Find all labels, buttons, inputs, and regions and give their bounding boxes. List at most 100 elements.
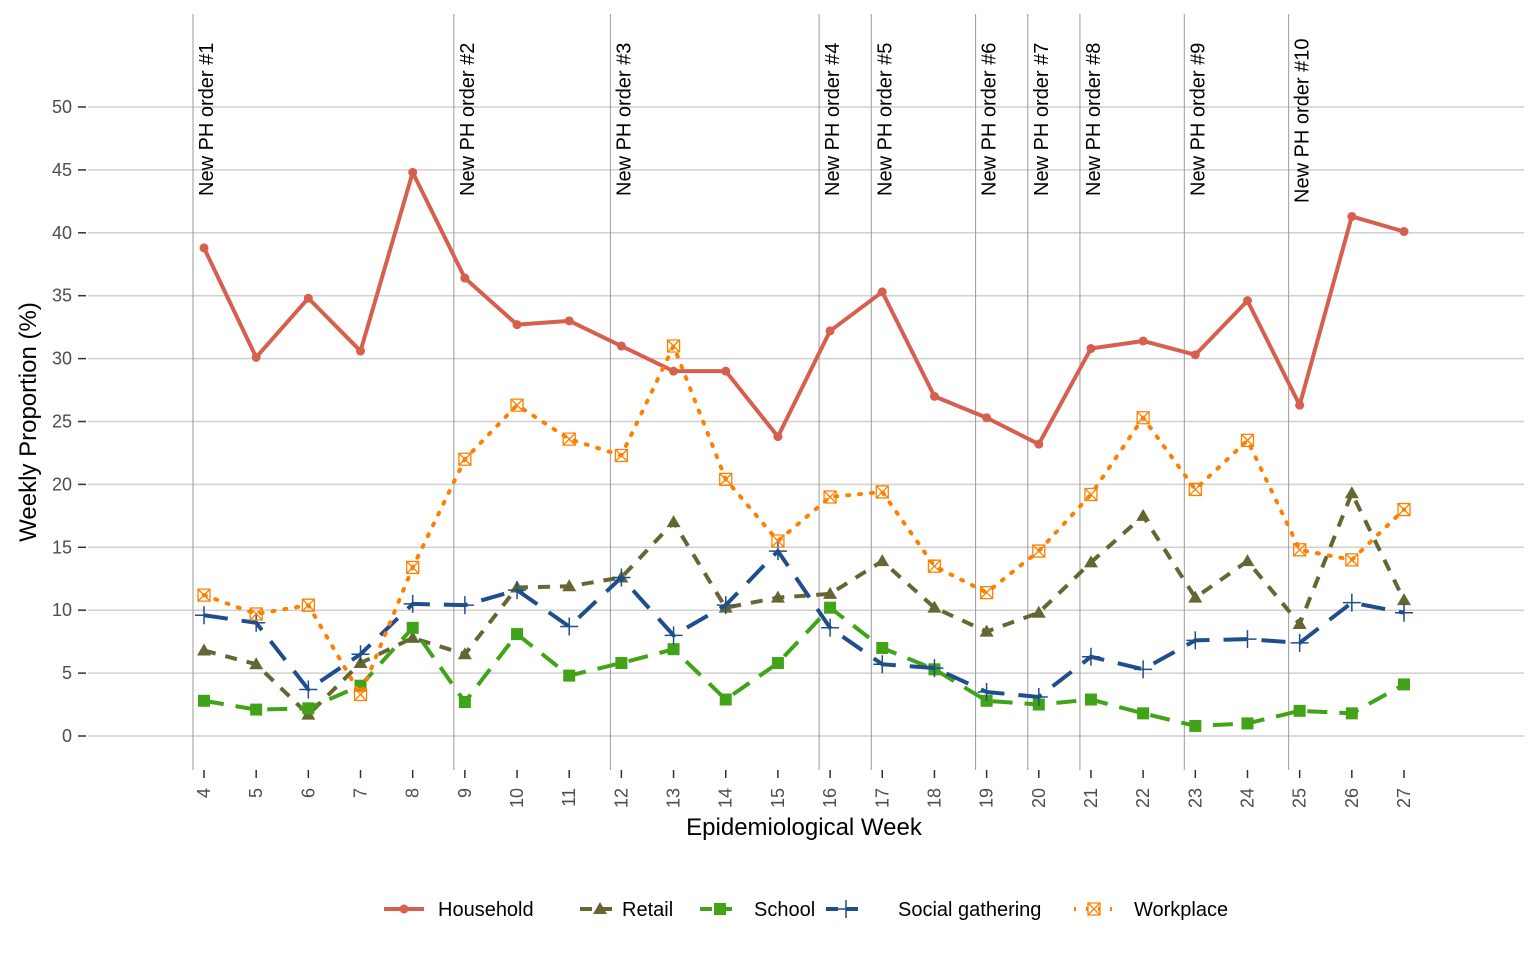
data-point-household [773,432,783,442]
data-point-social-gathering [664,626,683,645]
y-tick-label: 40 [52,223,72,243]
data-point-social-gathering [403,594,422,613]
data-point-school [1189,719,1202,732]
x-tick-label: 6 [298,788,318,798]
data-point-workplace [1136,411,1150,425]
series-school [198,601,1410,732]
ph-order-label: New PH order #4 [822,43,844,196]
data-point-workplace [719,472,733,487]
data-point-school [876,641,889,654]
legend-key-marker-workplace [1087,902,1101,916]
series-household [199,167,1409,449]
data-point-workplace [301,598,315,612]
data-point-retail [562,579,577,592]
y-tick-label: 15 [52,537,72,557]
data-point-retail [1188,590,1203,603]
data-point-household [408,167,418,177]
data-point-workplace [614,448,629,463]
ph-order-label: New PH order #6 [979,43,1001,196]
legend-label-household: Household [438,899,534,921]
data-point-school [1137,707,1150,720]
legend-label-social-gathering: Social gathering [898,899,1041,921]
x-tick-label: 16 [820,788,840,808]
series-line-retail [203,491,1406,717]
data-point-school [1084,693,1097,706]
data-point-workplace [1188,482,1202,497]
data-point-household [356,346,366,356]
x-tick-label: 9 [455,788,475,798]
legend-label-workplace: Workplace [1134,899,1228,921]
data-point-workplace [249,607,263,621]
data-point-social-gathering [455,596,474,615]
data-point-social-gathering [716,596,735,615]
x-axis-title: Epidemiological Week [686,814,923,841]
data-point-workplace [666,339,681,353]
data-point-household [199,243,209,253]
data-point-retail [875,554,890,567]
data-point-school [1241,717,1254,730]
data-point-household [721,366,731,376]
ph-order-label: New PH order #8 [1083,43,1105,196]
data-point-social-gathering [299,680,318,699]
data-point-household [1086,344,1096,354]
series-workplace [197,339,1411,702]
x-tick-label: 10 [507,788,527,808]
x-tick-label: 24 [1237,788,1257,808]
x-tick-label: 15 [768,788,788,808]
data-point-retail [823,586,838,599]
data-point-retail [1136,508,1151,521]
series-group [195,167,1413,732]
ph-order-label: New PH order #7 [1031,43,1053,196]
series-line-workplace [202,344,1406,697]
x-tick-label: 25 [1290,788,1310,808]
data-point-retail [457,647,472,660]
series-line-household [202,170,1405,447]
data-point-retail [979,624,994,637]
grid-lines [88,106,1524,737]
data-point-household [251,352,261,362]
data-point-school [1293,704,1306,717]
ph-order-label: New PH order #1 [196,43,218,196]
data-point-retail [249,657,264,670]
data-point-social-gathering [1186,631,1205,650]
ph-order-label: New PH order #5 [874,43,896,196]
data-point-social-gathering [977,682,996,701]
ph-order-label: New PH order #3 [613,43,635,196]
data-point-household [982,413,992,423]
data-point-household [303,293,313,303]
x-tick-label: 18 [924,788,944,808]
ph-order-lines [192,14,1290,770]
y-tick-label: 35 [52,286,72,306]
data-point-household [929,391,939,401]
data-point-household [1138,336,1148,346]
data-point-school [1398,678,1410,691]
data-point-workplace [1345,553,1359,567]
y-axis: 0 5 10 15 20 25 30 35 40 45 50 [52,97,86,746]
ph-order-label: New PH order #10 [1292,38,1314,203]
annotations: New PH order #1 New PH order #2 New PH ord… [196,38,1314,203]
data-point-social-gathering [247,613,266,632]
data-point-household [564,316,574,326]
data-point-school [406,621,419,634]
x-axis: 4 5 6 7 8 9 10 11 12 13 14 15 16 17 18 19 20 21 22 23 24 25 26… [194,770,1414,808]
data-point-social-gathering [560,617,579,636]
y-tick-label: 10 [52,600,72,620]
data-point-retail [1083,555,1098,568]
data-point-social-gathering [873,655,892,674]
data-point-workplace [823,490,837,504]
data-point-school [198,694,210,707]
data-point-workplace [406,560,420,575]
data-point-retail [1397,593,1411,606]
data-point-social-gathering [1342,593,1361,612]
x-tick-label: 5 [246,788,266,798]
data-point-school [458,696,471,709]
data-point-retail [927,600,942,613]
data-point-household [1190,350,1200,360]
data-point-school [771,657,784,670]
data-point-social-gathering [1395,603,1413,622]
data-point-household [1295,400,1305,410]
data-point-social-gathering [1290,633,1309,652]
y-axis-title: Weekly Proportion (%) [15,302,42,542]
x-tick-label: 4 [194,788,214,798]
